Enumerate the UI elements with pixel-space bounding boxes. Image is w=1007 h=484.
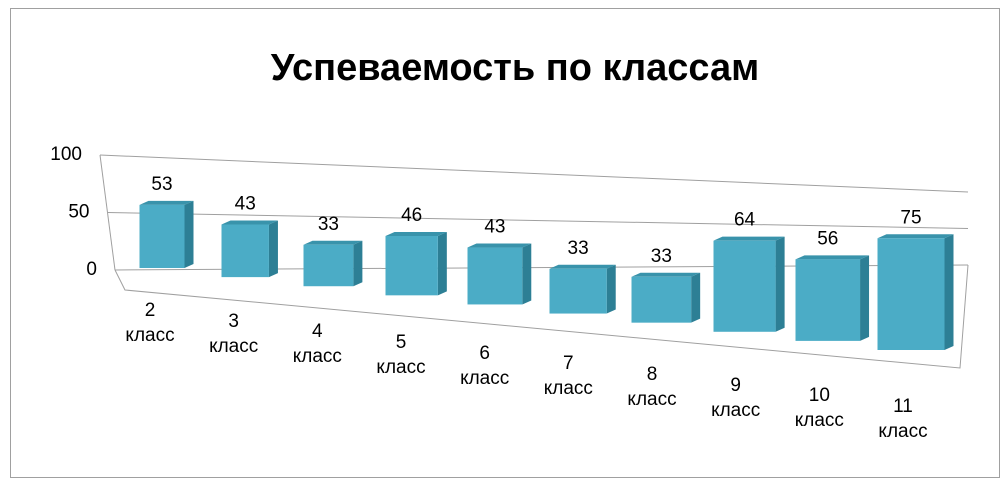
y-tick-label: 0	[86, 259, 97, 280]
bar-top	[549, 264, 616, 269]
value-label: 43	[484, 217, 505, 238]
bar-top	[221, 220, 278, 225]
bar	[877, 238, 945, 350]
y-tick-label: 50	[68, 202, 89, 223]
floor-edge	[114, 264, 969, 369]
bar-top	[713, 236, 785, 241]
x-tick-label: 3 класс	[209, 310, 259, 357]
bar-side	[184, 200, 194, 268]
value-label: 75	[900, 207, 921, 228]
value-label: 64	[734, 210, 756, 231]
value-label: 43	[235, 194, 256, 215]
bar	[139, 204, 185, 268]
bar	[303, 244, 354, 287]
x-tick-label: 7 класс	[543, 353, 593, 400]
bar-top	[303, 240, 363, 245]
value-label: 33	[651, 246, 672, 267]
x-tick-label: 6 класс	[460, 342, 510, 389]
bar	[795, 259, 861, 341]
x-tick-label: 11 класс	[878, 396, 928, 442]
value-label: 33	[318, 214, 339, 235]
x-tick-label: 10 класс	[794, 385, 844, 432]
bar-side	[775, 236, 785, 332]
bar-side	[606, 264, 616, 314]
value-label: 53	[151, 174, 172, 195]
bar	[713, 240, 776, 332]
bar-side	[437, 231, 447, 296]
bar-top	[795, 255, 870, 260]
bar	[467, 247, 523, 305]
bar-top	[467, 243, 532, 248]
value-label: 33	[568, 238, 589, 259]
bar-top	[139, 200, 194, 205]
x-tick-label: 4 класс	[292, 321, 342, 368]
grid-line	[99, 154, 969, 193]
x-tick-label: 8 класс	[627, 364, 677, 410]
x-tick-label: 2 класс	[125, 300, 175, 346]
bar	[549, 268, 607, 314]
x-tick-label: 5 класс	[376, 332, 426, 378]
value-label: 56	[817, 228, 838, 249]
bar-top	[385, 231, 447, 236]
bar-side	[522, 243, 532, 305]
x-tick-label: 9 класс	[711, 374, 761, 421]
bar-side	[691, 272, 701, 323]
grid-line	[107, 212, 969, 229]
bar	[221, 224, 269, 278]
bar-top	[631, 272, 701, 277]
chart-title: Успеваемость по классам	[271, 47, 760, 89]
bar-side	[860, 255, 870, 341]
y-tick-label: 100	[50, 144, 82, 165]
bar	[385, 235, 438, 296]
bar-top	[877, 234, 954, 239]
bar-side	[268, 220, 278, 278]
bar-side	[944, 234, 954, 350]
bar	[631, 276, 692, 323]
value-label: 46	[401, 205, 422, 226]
bar-side	[353, 240, 363, 287]
